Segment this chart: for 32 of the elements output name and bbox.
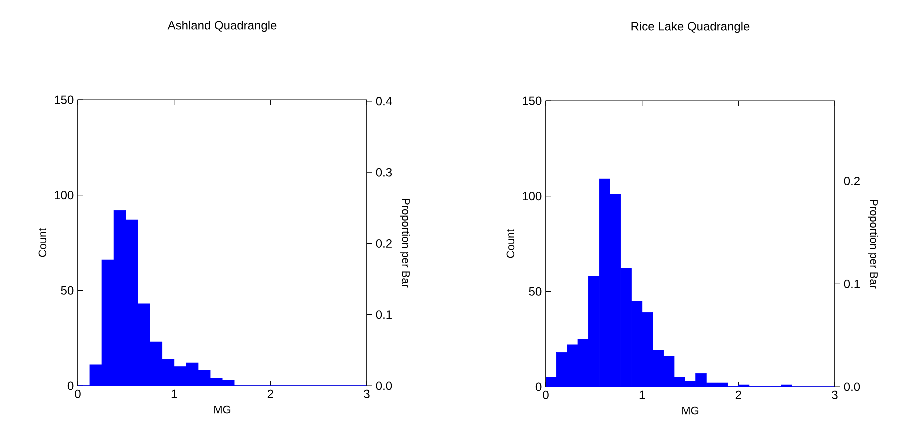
y2-tick-label: 0.0	[844, 382, 860, 392]
y-tick-label: 50	[61, 286, 74, 295]
y-tick-label: 0	[536, 382, 542, 392]
x-tick-label: 3	[364, 390, 370, 398]
y2-tick-label: 0.4	[376, 97, 392, 106]
y2-tick-label: 0.1	[844, 280, 860, 288]
y-axis-title: Count	[38, 228, 47, 258]
x-tick-label: 3	[832, 390, 838, 400]
y2-tick-label: 0.0	[376, 382, 392, 390]
x-tick-label: 0	[75, 390, 81, 398]
y-tick-label: 0	[68, 382, 74, 390]
x-tick-label: 2	[736, 390, 742, 400]
y2-tick-label: 0.2	[376, 239, 392, 248]
x-axis-title: MG	[214, 406, 231, 414]
x-tick-label: 1	[640, 390, 646, 400]
y2-axis-title: Proportion per Bar	[400, 198, 410, 288]
chart-title: Ashland Quadrangle	[168, 20, 277, 32]
y2-tick-label: 0.2	[844, 177, 860, 186]
y2-tick-label: 0.1	[376, 310, 392, 320]
chart-title: Rice Lake Quadrangle	[632, 22, 750, 34]
x-tick-label: 2	[268, 390, 274, 398]
y-tick-label: 150	[55, 96, 74, 104]
x-tick-label: 0	[543, 390, 549, 400]
y-tick-label: 100	[523, 192, 542, 201]
y-tick-label: 100	[55, 191, 74, 200]
y2-tick-label: 0.3	[376, 168, 392, 177]
y-tick-label: 50	[529, 287, 542, 296]
y-axis-title: Count	[506, 229, 515, 258]
y2-axis-title: Proportion per Bar	[868, 200, 878, 289]
x-axis-title: MG	[682, 406, 699, 415]
x-tick-label: 1	[172, 390, 178, 398]
y-tick-label: 150	[523, 96, 542, 106]
